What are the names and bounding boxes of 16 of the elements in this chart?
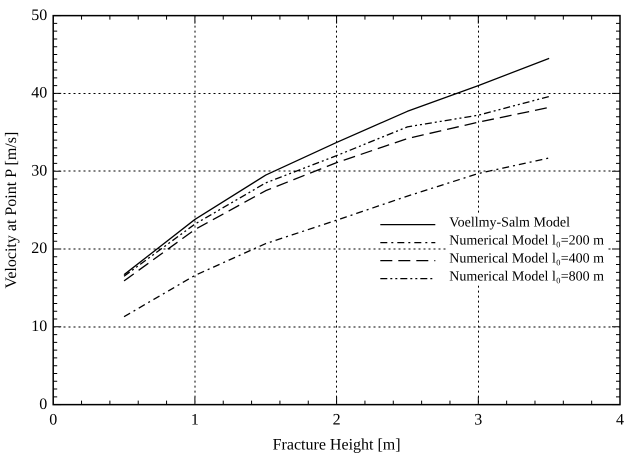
y-tick-label: 0 — [39, 396, 48, 413]
legend-label: Voellmy-Salm Model — [449, 215, 570, 230]
x-tick-label: 4 — [616, 411, 624, 428]
legend-label: Numerical Model l₀=800 m — [449, 269, 604, 284]
x-axis-title: Fracture Height [m] — [272, 436, 401, 454]
y-tick-label: 40 — [31, 84, 48, 102]
y-tick-label: 50 — [31, 6, 48, 24]
y-axis-title: Velocity at Point P [m/s] — [2, 132, 20, 288]
legend-label: Numerical Model l₀=400 m — [449, 251, 604, 266]
y-tick-label: 20 — [31, 240, 48, 258]
x-tick-label: 1 — [190, 411, 199, 428]
y-tick-label: 30 — [31, 162, 48, 180]
y-tick-label: 10 — [31, 318, 48, 336]
x-tick-label: 2 — [332, 411, 341, 428]
legend-label: Numerical Model l₀=200 m — [449, 233, 604, 248]
x-tick-label: 3 — [474, 411, 482, 428]
